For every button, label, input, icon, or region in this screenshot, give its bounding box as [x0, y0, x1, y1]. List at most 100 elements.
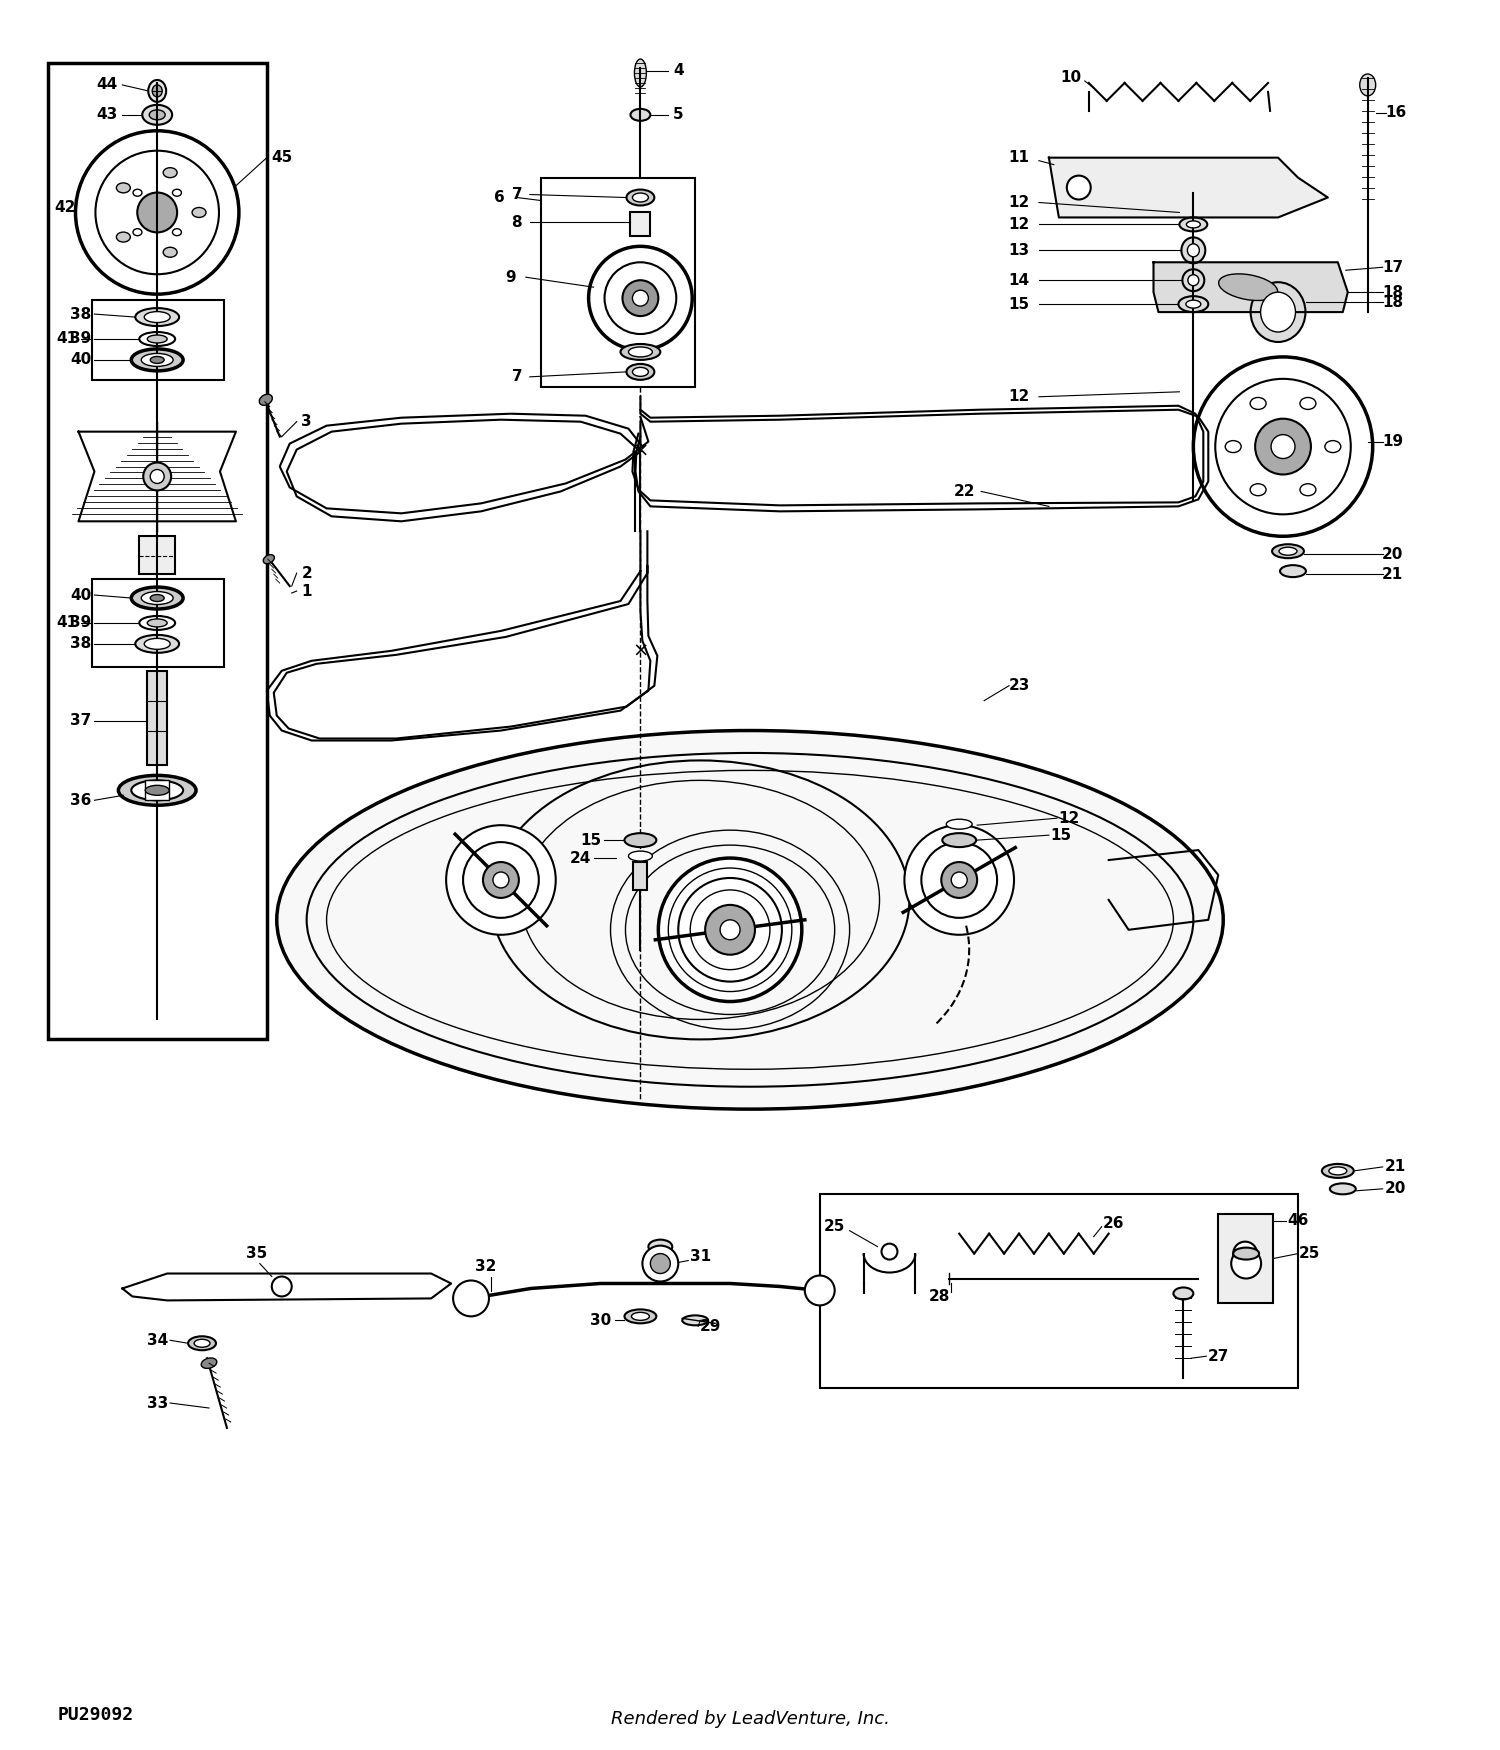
FancyBboxPatch shape [147, 670, 166, 765]
Circle shape [642, 1246, 678, 1281]
Text: 15: 15 [1050, 828, 1071, 844]
Circle shape [144, 462, 171, 490]
Text: 30: 30 [590, 1312, 610, 1328]
Text: 15: 15 [1008, 296, 1029, 311]
Ellipse shape [1186, 301, 1202, 308]
Ellipse shape [135, 308, 178, 326]
FancyBboxPatch shape [146, 780, 170, 800]
Text: 18: 18 [1382, 285, 1402, 299]
Ellipse shape [134, 229, 142, 236]
Text: 12: 12 [1008, 388, 1029, 404]
Ellipse shape [630, 108, 651, 121]
Circle shape [678, 878, 782, 982]
Text: 28: 28 [928, 1290, 950, 1304]
FancyBboxPatch shape [93, 301, 224, 380]
Circle shape [882, 1244, 897, 1260]
Circle shape [658, 858, 802, 1001]
Text: 41: 41 [56, 331, 76, 346]
Circle shape [75, 131, 238, 294]
Text: 18: 18 [1382, 294, 1402, 310]
Text: 5: 5 [674, 107, 684, 123]
Circle shape [483, 863, 519, 898]
Text: 33: 33 [147, 1395, 168, 1410]
Text: 16: 16 [1384, 105, 1406, 121]
Ellipse shape [633, 192, 648, 201]
Ellipse shape [1250, 397, 1266, 410]
Ellipse shape [140, 332, 176, 346]
Ellipse shape [192, 208, 206, 217]
Ellipse shape [627, 189, 654, 205]
FancyBboxPatch shape [48, 63, 267, 1039]
Circle shape [464, 842, 538, 917]
Ellipse shape [164, 247, 177, 257]
Ellipse shape [1251, 282, 1305, 341]
Circle shape [272, 1276, 291, 1297]
Polygon shape [78, 432, 236, 522]
Ellipse shape [1329, 1167, 1347, 1174]
Polygon shape [123, 1274, 451, 1300]
Text: 3: 3 [302, 415, 312, 429]
Text: 12: 12 [1008, 194, 1029, 210]
Ellipse shape [1173, 1288, 1194, 1300]
Circle shape [588, 247, 692, 350]
Ellipse shape [633, 368, 648, 376]
Text: 20: 20 [1382, 546, 1404, 562]
Circle shape [806, 1276, 834, 1306]
Text: 32: 32 [476, 1258, 496, 1274]
Circle shape [150, 469, 164, 483]
Ellipse shape [148, 110, 165, 119]
Text: 40: 40 [70, 352, 92, 367]
Ellipse shape [1188, 275, 1198, 285]
Circle shape [1270, 434, 1294, 458]
Text: 2: 2 [302, 565, 312, 581]
Ellipse shape [628, 850, 652, 861]
Text: 44: 44 [98, 77, 118, 93]
Text: 25: 25 [824, 1220, 846, 1234]
Circle shape [622, 280, 658, 317]
Text: 15: 15 [580, 833, 602, 847]
Circle shape [633, 290, 648, 306]
Ellipse shape [118, 775, 196, 805]
FancyBboxPatch shape [542, 177, 694, 387]
Circle shape [904, 826, 1014, 935]
Text: 21: 21 [1384, 1160, 1406, 1174]
Text: 8: 8 [512, 215, 522, 229]
Text: 40: 40 [70, 588, 92, 602]
Text: 17: 17 [1382, 259, 1402, 275]
Circle shape [138, 192, 177, 233]
Ellipse shape [1186, 220, 1200, 228]
Ellipse shape [1272, 544, 1304, 558]
Ellipse shape [634, 60, 646, 88]
Text: 27: 27 [1208, 1349, 1228, 1363]
FancyBboxPatch shape [140, 536, 176, 574]
Ellipse shape [1324, 441, 1341, 453]
Circle shape [96, 150, 219, 275]
Ellipse shape [148, 80, 166, 102]
Text: 13: 13 [1008, 243, 1029, 257]
Ellipse shape [141, 354, 172, 366]
Ellipse shape [628, 346, 652, 357]
Ellipse shape [1280, 548, 1298, 555]
Text: 24: 24 [570, 850, 591, 866]
Ellipse shape [682, 1316, 708, 1325]
Text: 39: 39 [70, 616, 92, 630]
Ellipse shape [134, 189, 142, 196]
Text: 41: 41 [56, 616, 76, 630]
Ellipse shape [172, 229, 182, 236]
Text: 12: 12 [1008, 217, 1029, 233]
Ellipse shape [1182, 238, 1206, 262]
Circle shape [453, 1281, 489, 1316]
Ellipse shape [1226, 441, 1240, 453]
Text: 37: 37 [70, 712, 92, 728]
Ellipse shape [1330, 1183, 1356, 1194]
Ellipse shape [117, 233, 130, 242]
Ellipse shape [132, 780, 183, 800]
Text: 20: 20 [1384, 1181, 1407, 1197]
Ellipse shape [1300, 397, 1316, 410]
Text: 45: 45 [272, 150, 292, 164]
Circle shape [651, 1253, 670, 1274]
Ellipse shape [648, 1239, 672, 1253]
Text: LEADVENTURE: LEADVENTURE [538, 838, 902, 882]
Text: 14: 14 [1008, 273, 1029, 287]
Ellipse shape [1260, 292, 1296, 332]
